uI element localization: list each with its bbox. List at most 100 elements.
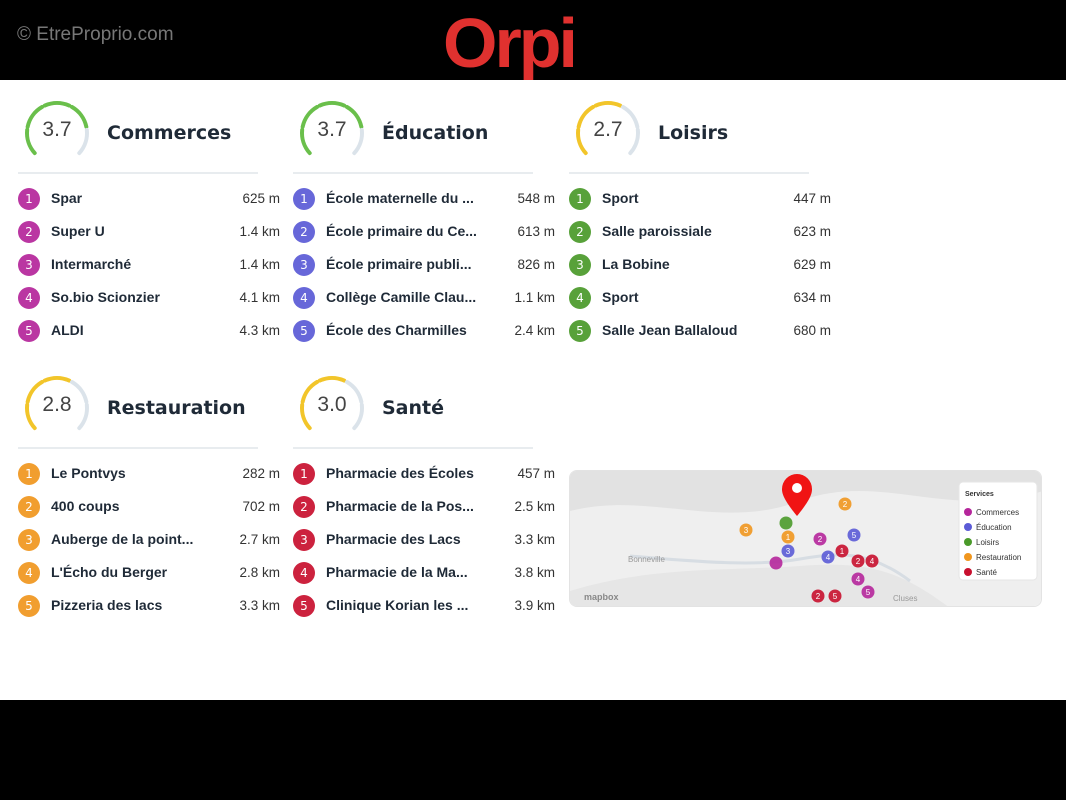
map-marker[interactable] (779, 516, 793, 530)
map-marker[interactable]: 5 (847, 528, 861, 542)
score-value: 3.7 (42, 118, 72, 141)
list-item[interactable]: 2 École primaire du Ce... 613 m (293, 219, 555, 252)
rank-badge: 3 (569, 254, 591, 276)
svg-text:1: 1 (786, 533, 791, 542)
place-name: Salle paroissiale (602, 223, 712, 239)
map-marker[interactable]: 4 (821, 550, 835, 564)
town-label: Bonneville (628, 555, 665, 564)
rank-badge: 4 (293, 287, 315, 309)
list-item[interactable]: 3 La Bobine 629 m (569, 252, 831, 285)
place-name: École des Charmilles (326, 322, 467, 338)
place-distance: 680 m (793, 323, 831, 338)
list-item[interactable]: 3 Auberge de la point... 2.7 km (18, 527, 280, 560)
category-title: Restauration (107, 397, 246, 419)
mapbox-attribution[interactable]: mapbox (584, 592, 619, 602)
score-gauge (25, 101, 89, 156)
score-value: 2.8 (42, 393, 72, 416)
legend-label: Restauration (976, 553, 1021, 562)
category-4: 3.0 Santé 1 Pharmacie des Écoles 457 m 2… (293, 355, 555, 626)
rank-badge: 5 (293, 595, 315, 617)
gauge-segment (317, 101, 347, 108)
place-distance: 826 m (517, 257, 555, 272)
list-item[interactable]: 2 Super U 1.4 km (18, 219, 280, 252)
gauge-segment (317, 376, 347, 383)
place-distance: 548 m (517, 191, 555, 206)
legend-label: Loisirs (976, 538, 999, 547)
place-distance: 2.8 km (239, 565, 280, 580)
list-item[interactable]: 5 École des Charmilles 2.4 km (293, 318, 555, 351)
place-distance: 3.3 km (239, 598, 280, 613)
category-title: Loisirs (658, 122, 729, 144)
map-marker[interactable]: 3 (781, 544, 795, 558)
rank-badge: 2 (569, 221, 591, 243)
place-distance: 629 m (793, 257, 831, 272)
map-marker[interactable]: 3 (739, 523, 753, 537)
list-item[interactable]: 3 École primaire publi... 826 m (293, 252, 555, 285)
rank-badge: 4 (18, 287, 40, 309)
category-2: 2.7 Loisirs 1 Sport 447 m 2 Salle parois… (569, 80, 831, 351)
map-marker[interactable]: 2 (813, 532, 827, 546)
map-marker[interactable]: 2 (838, 497, 852, 511)
place-distance: 3.8 km (514, 565, 555, 580)
gauge-segment (300, 402, 312, 431)
place-distance: 634 m (793, 290, 831, 305)
rank-badge: 3 (18, 529, 40, 551)
place-distance: 4.3 km (239, 323, 280, 338)
list-item[interactable]: 3 Pharmacie des Lacs 3.3 km (293, 527, 555, 560)
list-item[interactable]: 5 Salle Jean Ballaloud 680 m (569, 318, 831, 351)
list-item[interactable]: 5 ALDI 4.3 km (18, 318, 280, 351)
svg-text:4: 4 (826, 553, 831, 562)
list-item[interactable]: 1 École maternelle du ... 548 m (293, 186, 555, 219)
orpi-logo: Orpi (443, 4, 578, 82)
svg-text:2: 2 (816, 592, 821, 601)
list-item[interactable]: 2 Pharmacie de la Pos... 2.5 km (293, 494, 555, 527)
list-item[interactable]: 4 L'Écho du Berger 2.8 km (18, 560, 280, 593)
map-marker[interactable] (769, 556, 783, 570)
legend-title: Services (965, 491, 994, 498)
rank-badge: 5 (18, 595, 40, 617)
map-marker[interactable]: 2 (811, 589, 825, 603)
score-value: 2.7 (593, 118, 623, 141)
map-marker[interactable]: 5 (861, 585, 875, 599)
category-header: 3.0 Santé (293, 355, 533, 449)
map-marker[interactable]: 5 (828, 589, 842, 603)
list-item[interactable]: 4 So.bio Scionzier 4.1 km (18, 285, 280, 318)
place-name: Super U (51, 223, 105, 239)
gauge-segment (593, 101, 623, 108)
rank-badge: 5 (18, 320, 40, 342)
place-name: L'Écho du Berger (51, 564, 168, 580)
map-legend (958, 481, 1038, 581)
map-marker[interactable]: 1 (835, 544, 849, 558)
location-pin-icon (782, 474, 812, 516)
list-item[interactable]: 5 Pizzeria des lacs 3.3 km (18, 593, 280, 626)
place-distance: 2.4 km (514, 323, 555, 338)
map-marker[interactable]: 4 (865, 554, 879, 568)
list-item[interactable]: 3 Intermarché 1.4 km (18, 252, 280, 285)
list-item[interactable]: 2 Salle paroissiale 623 m (569, 219, 831, 252)
category-header: 2.8 Restauration (18, 355, 258, 449)
list-item[interactable]: 4 Sport 634 m (569, 285, 831, 318)
list-item[interactable]: 2 400 coups 702 m (18, 494, 280, 527)
list-item[interactable]: 1 Spar 625 m (18, 186, 280, 219)
rank-badge: 3 (18, 254, 40, 276)
svg-text:5: 5 (852, 531, 857, 540)
list-item[interactable]: 5 Clinique Korian les ... 3.9 km (293, 593, 555, 626)
svg-text:2: 2 (818, 535, 823, 544)
list-item[interactable]: 4 Pharmacie de la Ma... 3.8 km (293, 560, 555, 593)
map-marker[interactable]: 2 (851, 554, 865, 568)
list-item[interactable]: 1 Pharmacie des Écoles 457 m (293, 461, 555, 494)
list-item[interactable]: 1 Le Pontvys 282 m (18, 461, 280, 494)
map-marker[interactable]: 4 (851, 572, 865, 586)
place-distance: 702 m (242, 499, 280, 514)
map-marker[interactable]: 1 (781, 530, 795, 544)
svg-text:2: 2 (843, 500, 848, 509)
category-title: Éducation (382, 122, 489, 144)
list-item[interactable]: 4 Collège Camille Clau... 1.1 km (293, 285, 555, 318)
list-item[interactable]: 1 Sport 447 m (569, 186, 831, 219)
place-distance: 2.7 km (239, 532, 280, 547)
place-name: École primaire publi... (326, 256, 472, 272)
place-name: ALDI (51, 322, 84, 338)
gauge-segment (576, 105, 595, 129)
place-name: Sport (602, 289, 639, 305)
